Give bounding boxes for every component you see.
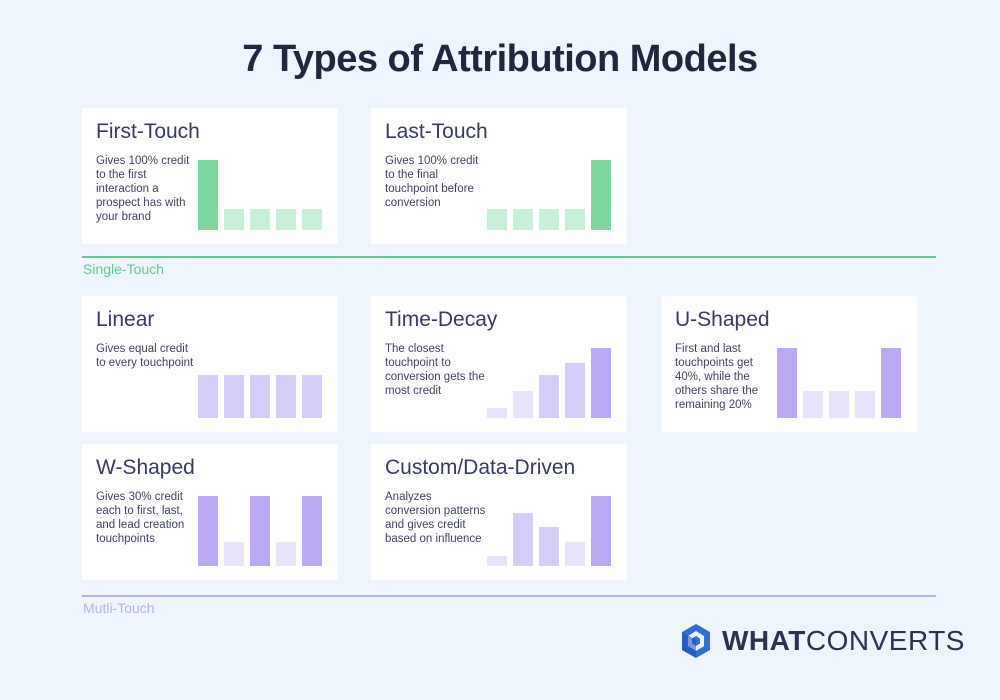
single-touch-label: Single-Touch: [83, 261, 164, 277]
credit-chart: [487, 496, 613, 566]
card-linear: Linear Gives equal credit to every touch…: [82, 296, 338, 432]
card-first-touch: First-Touch Gives 100% credit to the fir…: [82, 108, 338, 244]
credit-chart: [198, 160, 324, 230]
credit-bar: [565, 363, 585, 418]
card-custom-data-driven: Custom/Data-Driven Analyzes conversion p…: [371, 444, 627, 580]
credit-chart: [777, 348, 903, 418]
single-touch-divider: [82, 256, 936, 258]
card-title: Last-Touch: [385, 120, 488, 143]
credit-bar: [565, 209, 585, 230]
credit-bar: [591, 348, 611, 418]
card-u-shaped: U-Shaped First and last touchpoints get …: [661, 296, 917, 432]
card-time-decay: Time-Decay The closest touchpoint to con…: [371, 296, 627, 432]
credit-bar: [224, 375, 244, 418]
card-title: First-Touch: [96, 120, 200, 143]
credit-bar: [539, 209, 559, 230]
credit-bar: [487, 408, 507, 418]
credit-bar: [565, 542, 585, 566]
card-description: Gives 100% credit to the final touchpoin…: [385, 155, 479, 209]
credit-bar: [777, 348, 797, 418]
credit-bar: [855, 391, 875, 418]
card-description: Gives equal credit to every touchpoint: [96, 343, 194, 369]
credit-bar: [276, 209, 296, 230]
credit-bar: [198, 375, 218, 418]
credit-bar: [250, 209, 270, 230]
logo-wordmark-bold: WHAT: [722, 625, 806, 656]
card-last-touch: Last-Touch Gives 100% credit to the fina…: [371, 108, 627, 244]
credit-bar: [487, 209, 507, 230]
credit-bar: [487, 556, 507, 566]
card-title: Time-Decay: [385, 308, 498, 331]
credit-bar: [591, 160, 611, 230]
credit-bar: [250, 496, 270, 566]
credit-bar: [513, 391, 533, 418]
credit-bar: [276, 542, 296, 566]
card-description: The closest touchpoint to conversion get…: [385, 343, 485, 397]
credit-bar: [302, 209, 322, 230]
card-description: Gives 100% credit to the first interacti…: [96, 155, 190, 223]
credit-bar: [198, 496, 218, 566]
whatconverts-logo: WHATCONVERTS: [680, 623, 965, 659]
card-title: Custom/Data-Driven: [385, 456, 576, 479]
card-description: First and last touchpoints get 40%, whil…: [675, 343, 759, 411]
credit-bar: [881, 348, 901, 418]
credit-bar: [276, 375, 296, 418]
credit-bar: [539, 527, 559, 566]
card-description: Analyzes conversion patterns and gives c…: [385, 491, 486, 545]
card-title: W-Shaped: [96, 456, 195, 479]
credit-bar: [803, 391, 823, 418]
credit-bar: [829, 391, 849, 418]
card-title: U-Shaped: [675, 308, 770, 331]
credit-bar: [302, 375, 322, 418]
credit-bar: [302, 496, 322, 566]
credit-bar: [591, 496, 611, 566]
credit-bar: [513, 209, 533, 230]
credit-bar: [539, 375, 559, 418]
multi-touch-divider: [82, 595, 936, 597]
hexagon-logo-icon: [682, 624, 710, 658]
card-w-shaped: W-Shaped Gives 30% credit each to first,…: [82, 444, 338, 580]
credit-bar: [513, 513, 533, 566]
credit-bar: [198, 160, 218, 230]
card-description: Gives 30% credit each to first, last, an…: [96, 491, 185, 545]
credit-chart: [487, 348, 613, 418]
credit-chart: [198, 348, 324, 418]
credit-bar: [224, 542, 244, 566]
credit-bar: [250, 375, 270, 418]
card-title: Linear: [96, 308, 155, 331]
page-title: 7 Types of Attribution Models: [242, 38, 758, 80]
multi-touch-label: Mutli-Touch: [83, 600, 155, 616]
logo-wordmark-light: CONVERTS: [805, 625, 965, 656]
credit-bar: [224, 209, 244, 230]
credit-chart: [198, 496, 324, 566]
credit-chart: [487, 160, 613, 230]
logo-wordmark: WHATCONVERTS: [722, 625, 965, 657]
